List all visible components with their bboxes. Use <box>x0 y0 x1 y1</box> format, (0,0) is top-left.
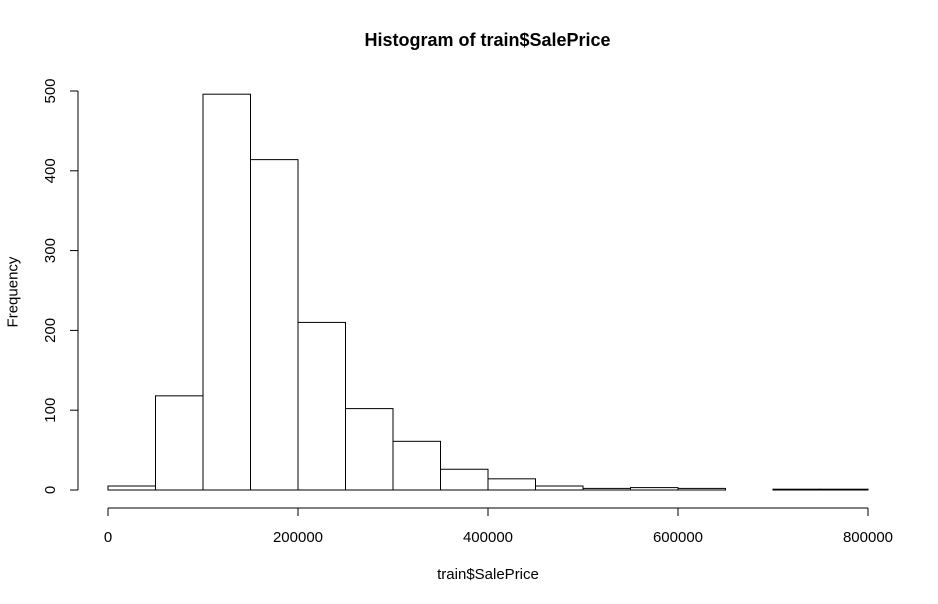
x-tick-label: 800000 <box>843 529 893 546</box>
x-tick-label: 600000 <box>653 529 703 546</box>
y-tick-label: 0 <box>42 486 59 494</box>
histogram-bar <box>535 485 584 491</box>
histogram-bar <box>250 159 299 491</box>
x-axis-label: train$SalePrice <box>437 566 539 583</box>
histogram-bar <box>677 487 726 491</box>
histogram-bar <box>820 488 869 491</box>
histogram-bar <box>202 93 251 491</box>
histogram-bar <box>392 440 441 491</box>
histogram-bar <box>582 487 631 491</box>
chart-title: Histogram of train$SalePrice <box>364 30 611 50</box>
histogram-bar <box>345 408 394 491</box>
histogram-bar <box>107 485 156 491</box>
histogram-bar <box>440 468 489 491</box>
y-tick-label: 300 <box>42 238 59 263</box>
y-tick-label: 200 <box>42 318 59 343</box>
x-tick-label: 200000 <box>273 529 323 546</box>
y-axis: 0 100 200 300 400 500 <box>42 78 79 494</box>
histogram-bar <box>297 321 346 491</box>
x-axis: 0 200000 400000 600000 800000 <box>104 507 893 546</box>
x-tick-label: 400000 <box>463 529 513 546</box>
histogram-bar <box>630 487 679 491</box>
y-tick-label: 100 <box>42 398 59 423</box>
y-tick-label: 400 <box>42 158 59 183</box>
x-tick-label: 0 <box>104 529 112 546</box>
bars-group <box>107 93 869 491</box>
histogram-bar <box>772 488 821 491</box>
histogram-bar <box>155 395 204 491</box>
y-tick-label: 500 <box>42 78 59 103</box>
histogram-bar <box>487 478 536 491</box>
